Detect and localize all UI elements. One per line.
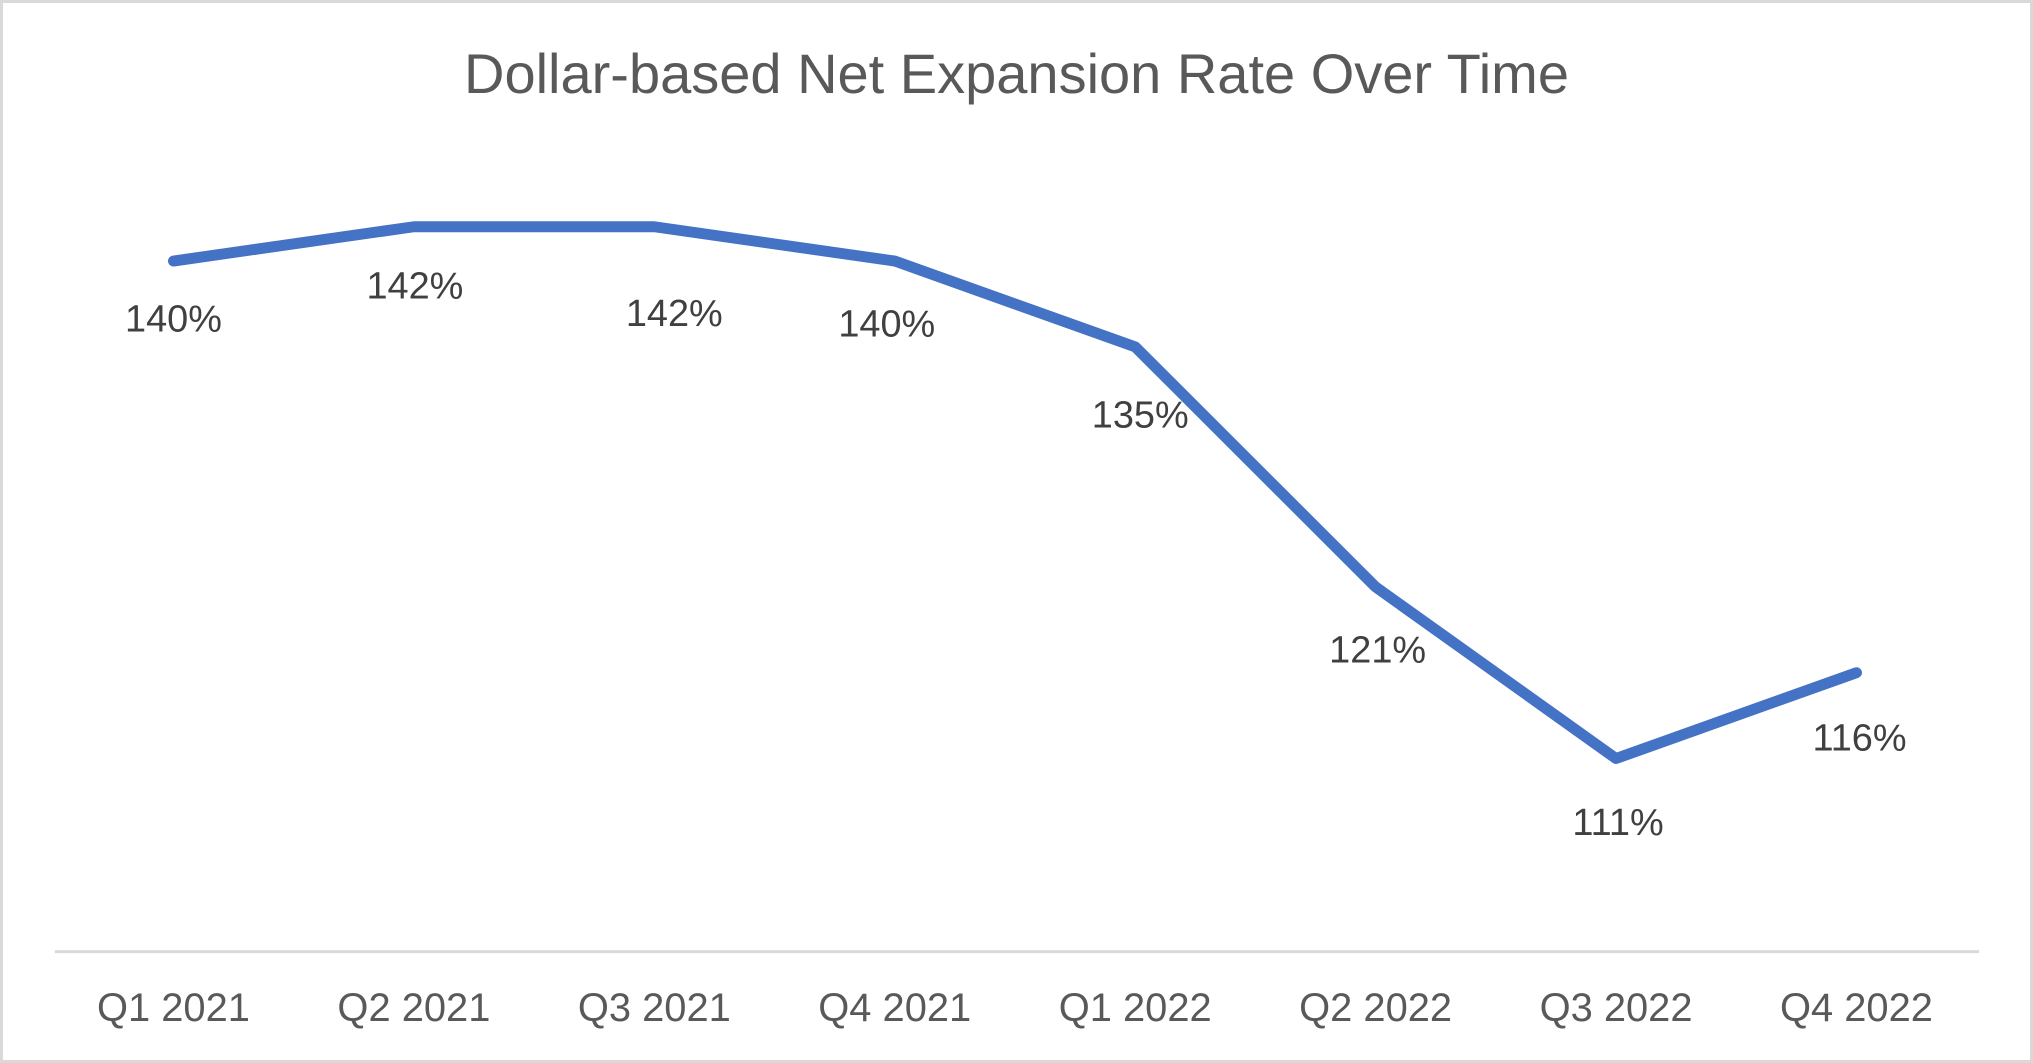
data-label: 140%	[838, 304, 935, 346]
series-line	[168, 221, 1862, 764]
x-axis-label: Q3 2021	[578, 986, 731, 1030]
chart-title: Dollar-based Net Expansion Rate Over Tim…	[464, 42, 1569, 105]
x-axis-label: Q1 2022	[1059, 986, 1212, 1030]
line-chart-svg: 140% 142% 142% 140% 135% 121% 111% 116% Q1 2021 Q…	[54, 221, 1980, 1030]
x-axis-label: Q3 2022	[1540, 986, 1693, 1030]
data-label: 121%	[1329, 630, 1426, 672]
x-axis-label: Q4 2021	[818, 986, 971, 1030]
data-label: 135%	[1092, 394, 1189, 436]
data-label: 111%	[1572, 802, 1663, 844]
data-label: 142%	[366, 265, 463, 307]
data-label: 140%	[125, 299, 222, 341]
x-axis-label: Q2 2021	[337, 986, 490, 1030]
x-axis-label: Q1 2021	[97, 986, 250, 1030]
x-axis-label: Q2 2022	[1299, 986, 1452, 1030]
data-label: 142%	[626, 293, 723, 335]
data-label: 116%	[1812, 717, 1906, 759]
x-axis-label: Q4 2022	[1780, 986, 1933, 1030]
